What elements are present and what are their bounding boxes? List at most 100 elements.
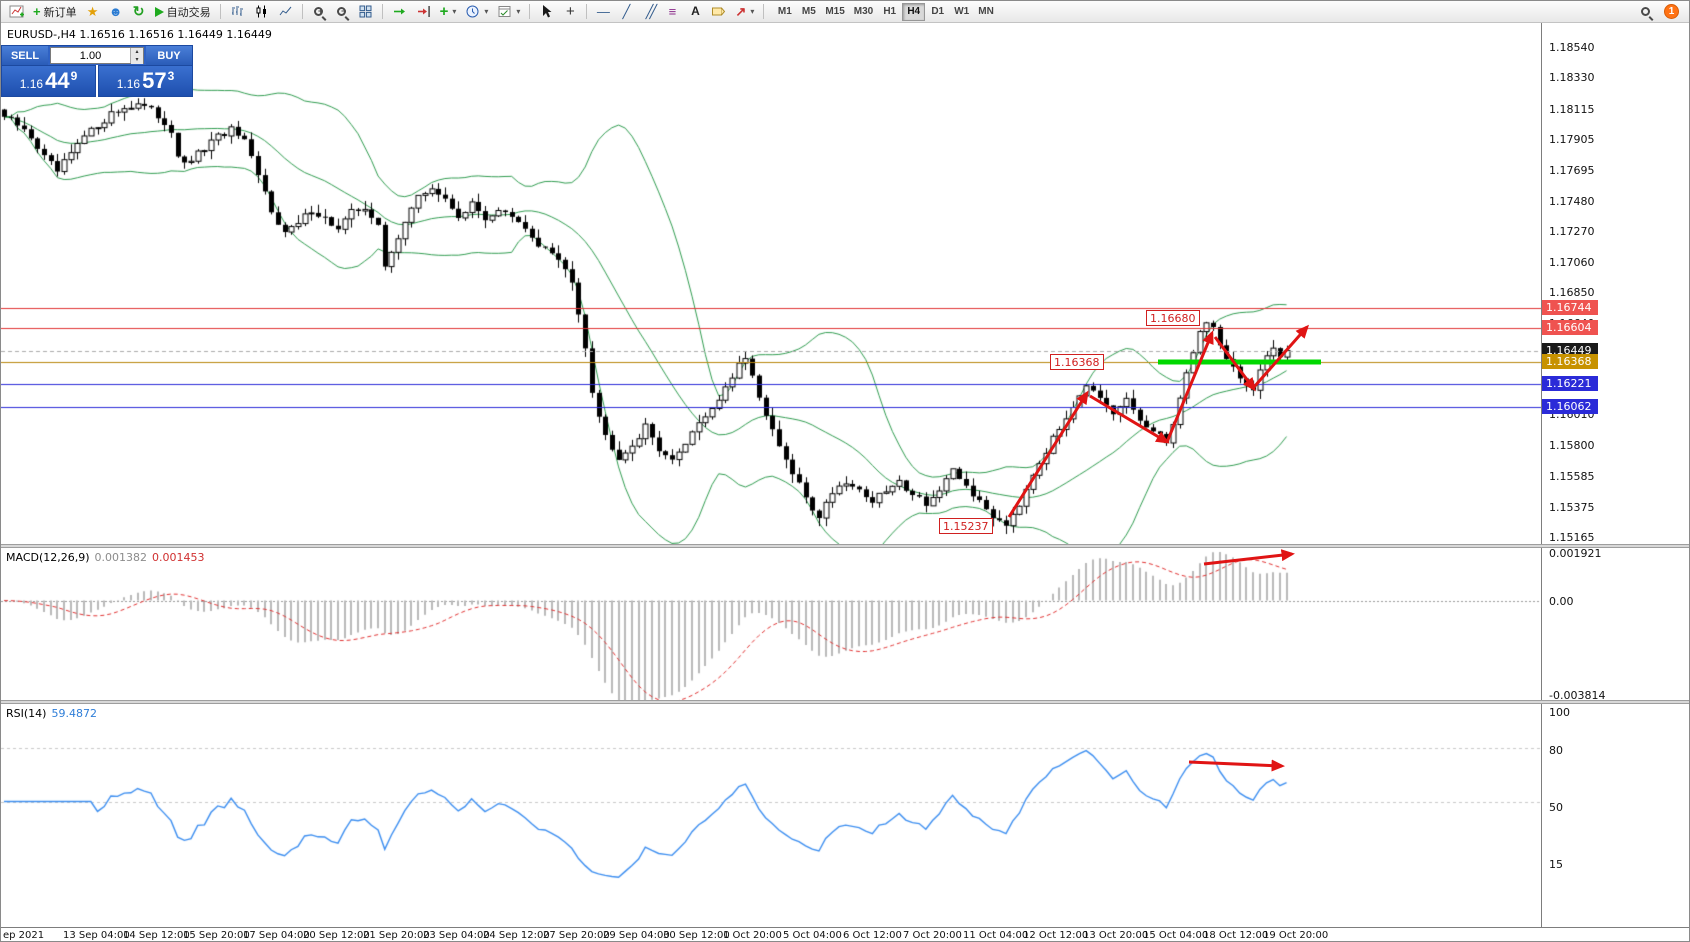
one-click-trading-panel: SELL ▴ ▾ BUY 1.16 44 9 1.16 57 3 xyxy=(1,45,193,97)
buy-price-prefix: 1.16 xyxy=(116,77,141,91)
label-tool-button[interactable] xyxy=(707,2,730,22)
new-order-label: 新订单 xyxy=(43,6,77,19)
time-axis-label: 19 Oct 20:00 xyxy=(1263,930,1329,941)
chevron-down-icon: ▾ xyxy=(750,7,755,16)
price-axis-label: 1.15585 xyxy=(1549,470,1595,484)
lot-size-input[interactable] xyxy=(51,48,130,63)
time-axis-label: 17 Sep 04:00 xyxy=(243,930,310,941)
candlestick-mode-button[interactable] xyxy=(250,2,273,22)
time-axis-label: 15 Sep 20:00 xyxy=(183,930,250,941)
time-axis-label: 27 Sep 20:00 xyxy=(543,930,610,941)
play-icon xyxy=(154,6,164,17)
search-icon xyxy=(1640,7,1650,16)
time-axis-label: 5 Oct 04:00 xyxy=(783,930,842,941)
time-axis-label: 13 Sep 04:00 xyxy=(63,930,130,941)
timeframe-m5-button[interactable]: M5 xyxy=(797,3,820,21)
chart-shift-icon xyxy=(417,6,430,17)
toolbar: + 新订单 ★ ☻ ↻ 自动交易 + − xyxy=(1,1,1689,23)
auto-scroll-button[interactable] xyxy=(388,2,411,22)
crosshair-tool-button[interactable]: + xyxy=(559,2,581,22)
label-icon xyxy=(712,7,726,16)
timeframe-m30-button[interactable]: M30 xyxy=(850,3,877,21)
channel-tool-button[interactable]: ╱╱ xyxy=(638,2,660,22)
profile-button[interactable]: ☻ xyxy=(105,2,127,22)
buy-price-main: 57 xyxy=(142,68,167,93)
notifications-badge[interactable]: 1 xyxy=(1664,4,1679,19)
timeframe-m15-button[interactable]: M15 xyxy=(821,3,848,21)
tile-windows-icon xyxy=(359,5,372,18)
tile-windows-button[interactable] xyxy=(354,2,377,22)
chart-shift-button[interactable] xyxy=(412,2,435,22)
new-chart-button[interactable] xyxy=(5,2,28,22)
buy-button[interactable]: BUY xyxy=(146,46,192,65)
channel-icon: ╱╱ xyxy=(645,4,657,19)
favorites-button[interactable]: ★ xyxy=(82,2,104,22)
time-axis-label: 6 Oct 12:00 xyxy=(843,930,902,941)
timeframe-h4-button[interactable]: H4 xyxy=(902,2,926,21)
macd-signal-value: 0.001453 xyxy=(152,551,205,564)
chevron-down-icon: ▾ xyxy=(452,7,457,16)
rsi-axis-label: 50 xyxy=(1549,801,1563,814)
toolbar-separator xyxy=(301,4,303,19)
arrow-shape-icon: ↗ xyxy=(735,4,747,19)
time-axis-label: ep 2021 xyxy=(3,930,45,941)
macd-chart-canvas[interactable] xyxy=(1,548,1541,700)
zoom-out-button[interactable]: − xyxy=(331,2,353,22)
templates-button[interactable]: ▾ xyxy=(493,2,524,22)
rsi-chart-canvas[interactable] xyxy=(1,704,1541,927)
line-chart-mode-button[interactable] xyxy=(274,2,297,22)
price-axis-label: 1.17060 xyxy=(1549,255,1595,269)
time-axis: ep 2021 13 Sep 04:00 14 Sep 12:00 15 Sep 20… xyxy=(1,927,1689,941)
trendline-tool-button[interactable]: ╱ xyxy=(615,2,637,22)
fibonacci-tool-button[interactable]: ≡ xyxy=(661,2,683,22)
stepper-down-icon[interactable]: ▾ xyxy=(131,56,143,64)
bar-chart-mode-button[interactable] xyxy=(226,2,249,22)
line-chart-icon xyxy=(279,6,291,16)
rsi-name: RSI(14) xyxy=(6,707,47,720)
user-icon: ☻ xyxy=(108,4,123,19)
panel-divider[interactable] xyxy=(1,544,1689,548)
stepper-up-icon[interactable]: ▴ xyxy=(131,48,143,56)
plus-icon: + xyxy=(33,4,41,19)
zoom-in-button[interactable]: + xyxy=(308,2,330,22)
toolbar-separator xyxy=(763,4,765,19)
timeframe-h1-button[interactable]: H1 xyxy=(878,3,901,21)
chevron-down-icon: ▾ xyxy=(516,7,521,16)
toolbar-separator xyxy=(219,4,221,19)
cursor-tool-button[interactable] xyxy=(535,2,558,22)
sell-price-pip: 9 xyxy=(70,69,78,83)
buy-price-display[interactable]: 1.16 57 3 xyxy=(98,65,193,97)
search-button[interactable] xyxy=(1634,2,1656,22)
refresh-button[interactable]: ↻ xyxy=(128,2,150,22)
auto-trading-button[interactable]: 自动交易 xyxy=(151,2,215,22)
text-tool-button[interactable]: A xyxy=(684,2,706,22)
macd-axis-label: 0.00 xyxy=(1549,595,1574,608)
auto-scroll-icon xyxy=(393,8,405,15)
price-chart-canvas[interactable] xyxy=(1,23,1541,544)
chevron-down-icon: ▾ xyxy=(484,7,489,16)
sell-price-display[interactable]: 1.16 44 9 xyxy=(1,65,96,97)
price-axis-label: 1.18540 xyxy=(1549,41,1595,54)
price-axis-label: 1.15165 xyxy=(1549,530,1595,544)
arrows-tool-button[interactable]: ↗ ▾ xyxy=(731,2,758,22)
toolbar-separator xyxy=(586,4,588,19)
timeframe-m1-button[interactable]: M1 xyxy=(773,3,796,21)
clock-icon xyxy=(466,5,479,18)
macd-indicator-label: MACD(12,26,9) 0.001382 0.001453 xyxy=(6,551,205,564)
price-axis-label: 1.17270 xyxy=(1549,225,1595,239)
time-axis-label: 24 Sep 12:00 xyxy=(483,930,550,941)
sell-price-prefix: 1.16 xyxy=(19,77,44,91)
candlestick-icon xyxy=(256,5,266,18)
periods-button[interactable]: ▾ xyxy=(461,2,492,22)
timeframe-mn-button[interactable]: MN xyxy=(974,3,998,21)
sell-button[interactable]: SELL xyxy=(2,46,48,65)
new-order-button[interactable]: + 新订单 xyxy=(29,2,81,22)
price-axis-label: 1.15375 xyxy=(1549,500,1595,514)
timeframe-w1-button[interactable]: W1 xyxy=(950,3,973,21)
timeframe-d1-button[interactable]: D1 xyxy=(926,3,949,21)
star-icon: ★ xyxy=(86,4,99,19)
panel-divider[interactable] xyxy=(1,700,1689,704)
indicators-button[interactable]: + ▾ xyxy=(436,2,461,22)
horizontal-line-tool-button[interactable]: — xyxy=(592,2,614,22)
trendline-icon: ╱ xyxy=(622,4,631,19)
